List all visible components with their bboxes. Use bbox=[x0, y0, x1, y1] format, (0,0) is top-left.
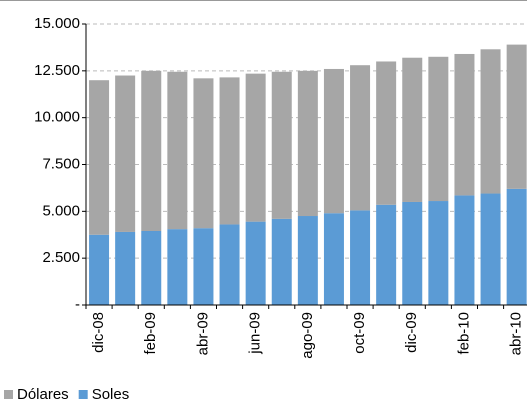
legend-label: Soles bbox=[92, 386, 130, 403]
x-tick-label: oct-09 bbox=[351, 312, 368, 354]
bar-segment bbox=[141, 70, 162, 232]
bar-segment bbox=[245, 221, 266, 305]
y-tick-label: 10.000 bbox=[34, 109, 80, 126]
bar-segment bbox=[323, 213, 344, 305]
bar-segment bbox=[297, 216, 318, 305]
y-tick-label: - bbox=[75, 296, 80, 313]
bar-segment bbox=[219, 224, 240, 305]
bar-segment bbox=[428, 56, 449, 202]
bar-segment bbox=[193, 78, 214, 229]
bar-segment bbox=[506, 44, 527, 189]
x-tick-label: jun-09 bbox=[247, 312, 264, 355]
bar-segment bbox=[115, 75, 136, 232]
bar-segment bbox=[376, 61, 397, 205]
bar-segment bbox=[428, 201, 449, 305]
bar-segment bbox=[271, 71, 292, 219]
bar-segment bbox=[402, 201, 423, 305]
x-tick-label: feb-09 bbox=[142, 312, 159, 355]
x-tick-label: dic-08 bbox=[90, 312, 107, 353]
y-tick-label: 7.500 bbox=[42, 155, 80, 172]
legend-swatch bbox=[4, 390, 13, 399]
bar-segment bbox=[219, 77, 240, 225]
legend-label: Dólares bbox=[17, 386, 69, 403]
bar-segment bbox=[271, 218, 292, 305]
bar-segment bbox=[480, 49, 501, 194]
y-tick-label: 2.500 bbox=[42, 249, 80, 266]
bar-segment bbox=[297, 70, 318, 217]
bar-segment bbox=[350, 210, 371, 305]
x-tick-label: abr-09 bbox=[194, 312, 211, 355]
x-tick-label: dic-09 bbox=[403, 312, 420, 353]
x-tick-label: abr-10 bbox=[508, 312, 525, 355]
bar-segment bbox=[402, 57, 423, 202]
y-tick-label: 15.000 bbox=[34, 15, 80, 32]
bar-segment bbox=[376, 204, 397, 305]
bar-segment bbox=[115, 231, 136, 305]
bar-segment bbox=[167, 229, 188, 305]
bar-segment bbox=[454, 53, 475, 196]
y-tick-label: 5.000 bbox=[42, 202, 80, 219]
bar-segment bbox=[506, 188, 527, 305]
bar-segment bbox=[454, 195, 475, 305]
bar-segment bbox=[193, 228, 214, 305]
bar-segment bbox=[167, 71, 188, 230]
bar-segment bbox=[245, 73, 266, 222]
bar-segment bbox=[141, 231, 162, 305]
legend-swatch bbox=[78, 390, 88, 399]
y-tick-label: 12.500 bbox=[34, 62, 80, 79]
bar-segment bbox=[89, 80, 110, 235]
x-tick-label: feb-10 bbox=[455, 312, 472, 355]
bar-segment bbox=[350, 65, 371, 211]
x-tick-label: ago-09 bbox=[299, 312, 316, 359]
bar-segment bbox=[480, 193, 501, 305]
bar-segment bbox=[323, 68, 344, 214]
bar-segment bbox=[89, 234, 110, 305]
